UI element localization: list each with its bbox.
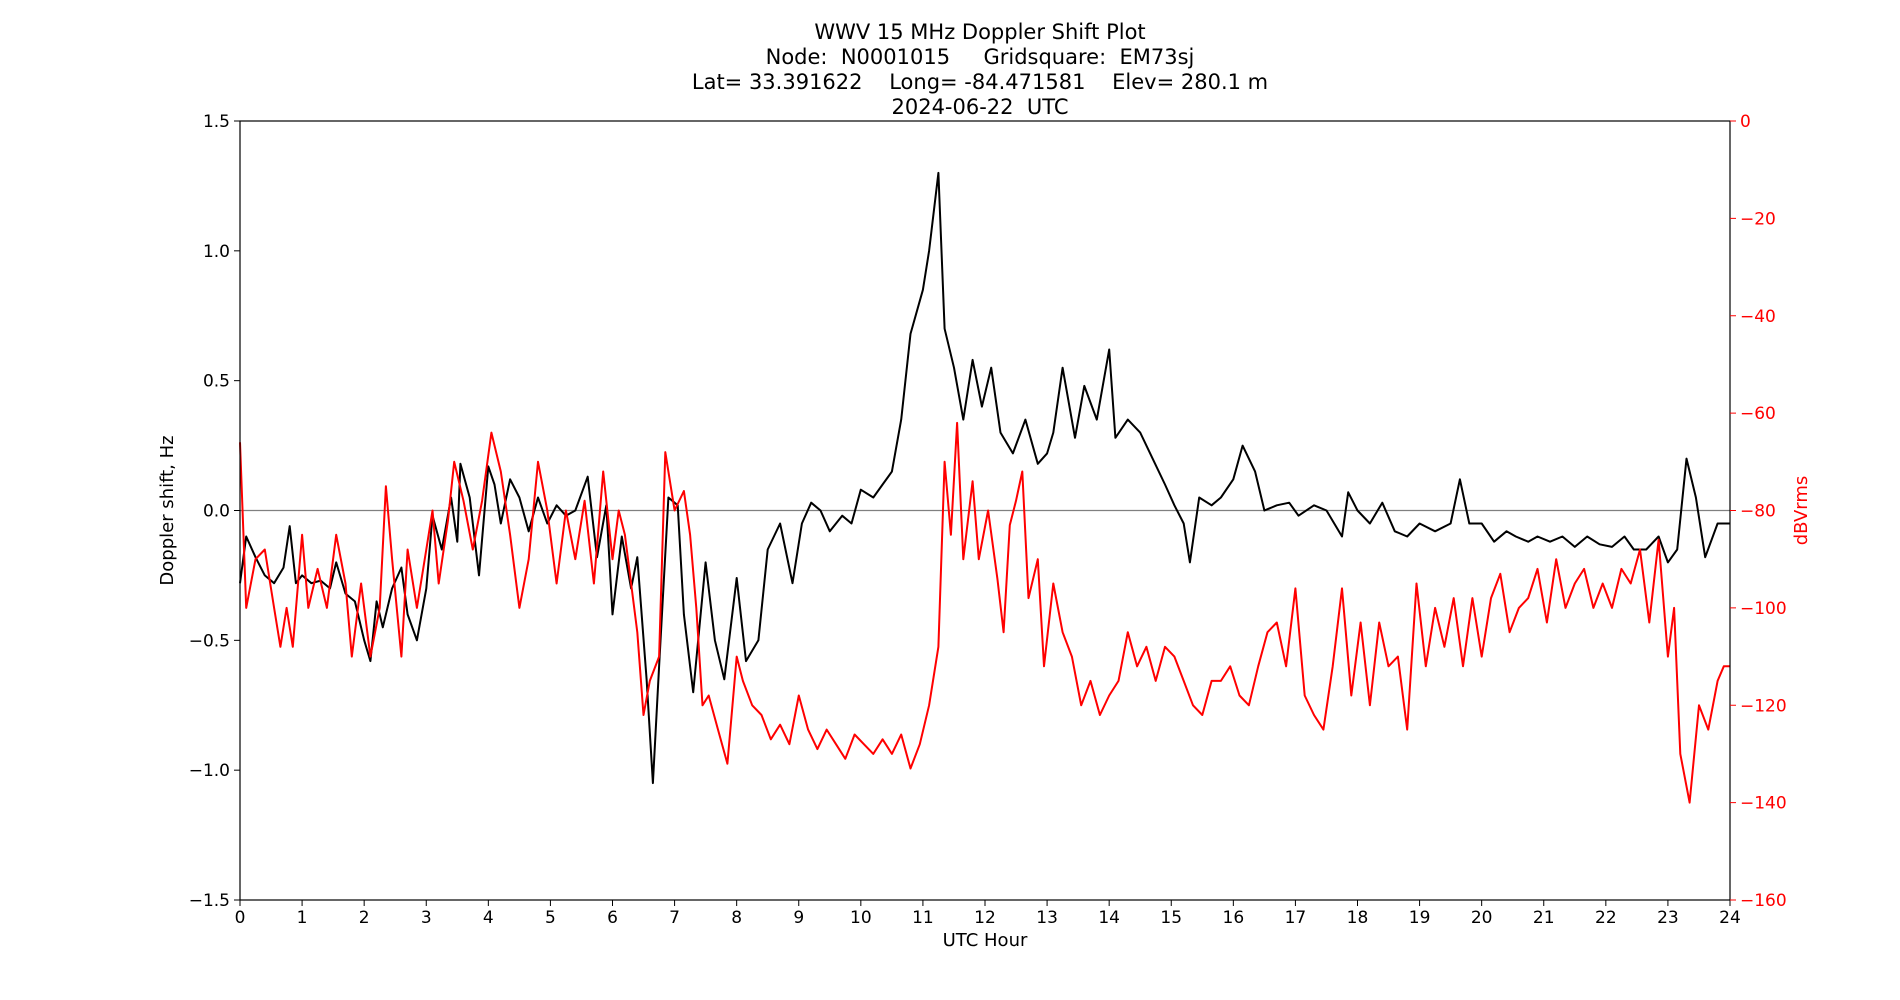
x-tick-label: 3 xyxy=(421,908,432,928)
y-left-tick-label: 0.0 xyxy=(203,502,230,522)
y-right-tick-label: −160 xyxy=(1740,891,1787,911)
x-tick-label: 13 xyxy=(1036,908,1058,928)
x-tick-label: 9 xyxy=(793,908,804,928)
y-right-tick-label: −20 xyxy=(1740,209,1776,229)
doppler-shift-line xyxy=(239,171,1730,785)
x-tick-label: 24 xyxy=(1719,908,1741,928)
x-tick-label: 7 xyxy=(669,908,680,928)
y-left-tick-label: −0.5 xyxy=(189,631,230,651)
y-right-tick-label: −140 xyxy=(1740,794,1787,814)
title-line-4: 2024-06-22 UTC xyxy=(891,95,1069,119)
y-axis-right-label: dBVrms xyxy=(1791,476,1812,546)
y-right-tick-label: −40 xyxy=(1740,307,1776,327)
x-tick-label: 23 xyxy=(1657,908,1679,928)
x-tick-label: 16 xyxy=(1223,908,1245,928)
y-left-tick-label: 1.0 xyxy=(203,242,230,262)
ticks-layer: 0 1 2 3 4 5 6 7 8 9 10 11 12 13 14 15 16 17 18 19 20 21 22 23 24… xyxy=(189,112,1787,928)
y-right-tick-label: −80 xyxy=(1740,502,1776,522)
x-tick-label: 1 xyxy=(297,908,308,928)
x-tick-label: 20 xyxy=(1471,908,1493,928)
chart-title: WWV 15 MHz Doppler Shift Plot Node: N000… xyxy=(0,20,1900,120)
x-tick-label: 21 xyxy=(1533,908,1555,928)
y-right-tick-label: −100 xyxy=(1740,599,1787,619)
x-axis-label: UTC Hour xyxy=(943,930,1028,951)
y-right-tick-label: −120 xyxy=(1740,696,1787,716)
y-left-tick-label: 1.5 xyxy=(203,112,230,132)
x-tick-label: 10 xyxy=(850,908,872,928)
x-tick-label: 8 xyxy=(731,908,742,928)
x-tick-label: 6 xyxy=(607,908,618,928)
y-left-tick-label: −1.5 xyxy=(189,891,230,911)
x-tick-label: 5 xyxy=(545,908,556,928)
x-tick-label: 18 xyxy=(1347,908,1369,928)
series-layer xyxy=(239,171,1730,804)
x-tick-label: 4 xyxy=(483,908,494,928)
title-line-1: WWV 15 MHz Doppler Shift Plot xyxy=(814,20,1146,44)
title-line-2: Node: N0001015 Gridsquare: EM73sj xyxy=(765,45,1195,69)
y-right-tick-label: 0 xyxy=(1740,112,1751,132)
title-line-3: Lat= 33.391622 Long= -84.471581 Elev= 28… xyxy=(691,70,1269,94)
x-tick-label: 22 xyxy=(1595,908,1617,928)
x-tick-label: 0 xyxy=(235,908,246,928)
x-tick-label: 2 xyxy=(359,908,370,928)
x-tick-label: 15 xyxy=(1160,908,1182,928)
x-tick-label: 17 xyxy=(1285,908,1307,928)
y-left-tick-label: 0.5 xyxy=(203,372,230,392)
y-right-tick-label: −60 xyxy=(1740,404,1776,424)
signal-level-line xyxy=(239,421,1730,804)
x-tick-label: 19 xyxy=(1409,908,1431,928)
x-tick-label: 12 xyxy=(974,908,996,928)
y-axis-left-label: Doppler shift, Hz xyxy=(157,435,178,585)
y-left-tick-label: −1.0 xyxy=(189,761,230,781)
x-tick-label: 11 xyxy=(912,908,934,928)
x-tick-label: 14 xyxy=(1098,908,1120,928)
